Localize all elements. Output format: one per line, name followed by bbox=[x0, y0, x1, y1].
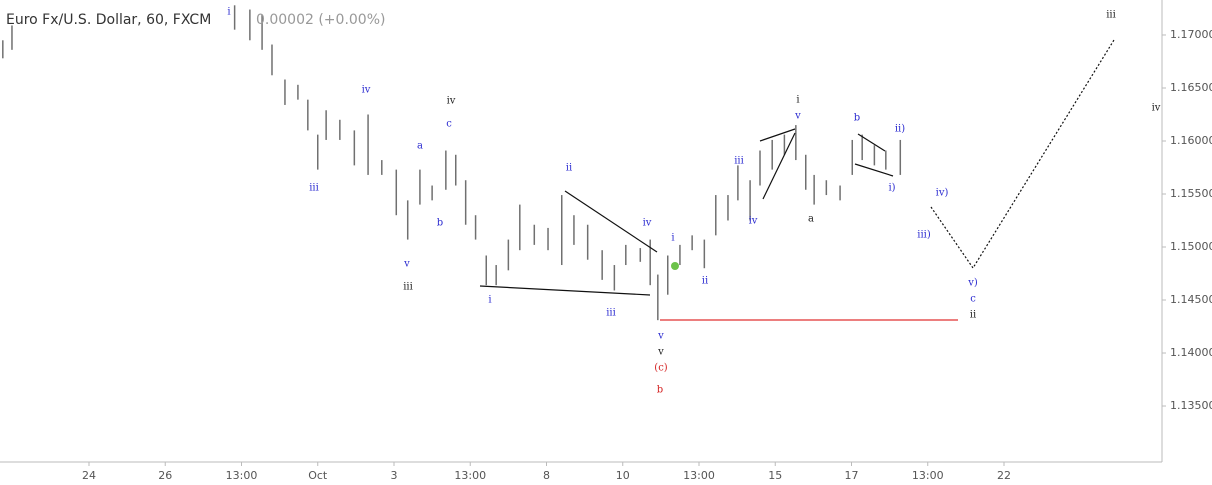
wave-label: iv bbox=[1152, 103, 1161, 114]
wave-label: v bbox=[657, 347, 664, 358]
wave-label: b bbox=[657, 385, 663, 396]
wave-label: i bbox=[796, 95, 799, 106]
trendline bbox=[857, 133, 886, 152]
wave-label: iv bbox=[447, 96, 456, 107]
y-tick-label: 1.14000 bbox=[1170, 346, 1212, 359]
y-tick-label: 1.16000 bbox=[1170, 134, 1212, 147]
wave-label: iv bbox=[643, 218, 652, 229]
wave-label: iii bbox=[403, 282, 413, 293]
wave-label: iv bbox=[362, 85, 371, 96]
y-tick-label: 1.15500 bbox=[1170, 187, 1212, 200]
wave-label: iv) bbox=[936, 188, 949, 199]
chart-title: Euro Fx/U.S. Dollar, 60, FXCM bbox=[6, 12, 211, 28]
x-tick-label: 3 bbox=[390, 469, 397, 482]
x-tick-label: 10 bbox=[616, 469, 630, 482]
wave-label: iv bbox=[749, 216, 758, 227]
wave-label: iii bbox=[309, 183, 319, 194]
trendline bbox=[854, 163, 894, 177]
wave-label: a bbox=[808, 214, 814, 225]
y-tick-label: 1.15000 bbox=[1170, 240, 1212, 253]
y-tick-label: 1.17000 bbox=[1170, 28, 1212, 41]
projection bbox=[930, 39, 1115, 270]
wave-label: iii bbox=[606, 308, 616, 319]
x-tick-label: 26 bbox=[158, 469, 172, 482]
y-tick-label: 1.16500 bbox=[1170, 81, 1212, 94]
wave-label: i bbox=[671, 233, 674, 244]
trendline bbox=[479, 285, 651, 296]
x-tick-label: 13:00 bbox=[226, 469, 258, 482]
wave-label: a bbox=[417, 141, 423, 152]
x-tick-label: 13:00 bbox=[912, 469, 944, 482]
wave-label: c bbox=[970, 294, 976, 305]
x-tick-label: 24 bbox=[82, 469, 96, 482]
marker-dot bbox=[671, 262, 679, 270]
wave-label: v) bbox=[967, 278, 978, 289]
plot-area bbox=[2, 5, 902, 321]
x-tick-label: 15 bbox=[768, 469, 782, 482]
wave-label: v bbox=[403, 259, 410, 270]
y-tick-label: 1.13500 bbox=[1170, 399, 1212, 412]
wave-label: iii bbox=[734, 156, 744, 167]
wave-label: iii bbox=[1106, 10, 1116, 21]
x-tick-label: 22 bbox=[997, 469, 1011, 482]
wave-label: v bbox=[657, 331, 664, 342]
wave-label: ii bbox=[970, 310, 976, 321]
wave-label: ii bbox=[702, 276, 708, 287]
drawings bbox=[479, 39, 1115, 321]
x-tick-label: 13:00 bbox=[683, 469, 715, 482]
annotations: i iii iv iv c a iii b v iii ii iv i iii … bbox=[227, 7, 1160, 396]
x-tick-label: 13:00 bbox=[454, 469, 486, 482]
trendline bbox=[564, 190, 658, 253]
wave-label: iii) bbox=[917, 230, 931, 241]
trendline bbox=[759, 128, 796, 142]
x-tick-label: 8 bbox=[543, 469, 550, 482]
wave-label: i bbox=[227, 7, 230, 18]
wave-label: ii) bbox=[895, 124, 905, 135]
y-tick-label: 1.14500 bbox=[1170, 293, 1212, 306]
wave-label: b bbox=[854, 113, 860, 124]
x-tick-label: Oct bbox=[308, 469, 328, 482]
wave-label: i) bbox=[888, 183, 895, 194]
wave-label: i bbox=[488, 295, 491, 306]
wave-label: b bbox=[437, 218, 443, 229]
x-tick-label: 17 bbox=[845, 469, 859, 482]
change-text: 0.00002 (+0.00%) bbox=[256, 12, 385, 28]
wave-label: ii bbox=[566, 163, 572, 174]
trendline bbox=[762, 132, 796, 200]
wave-label: v bbox=[794, 111, 801, 122]
wave-label: c bbox=[446, 119, 452, 130]
wave-label: (c) bbox=[654, 363, 668, 374]
